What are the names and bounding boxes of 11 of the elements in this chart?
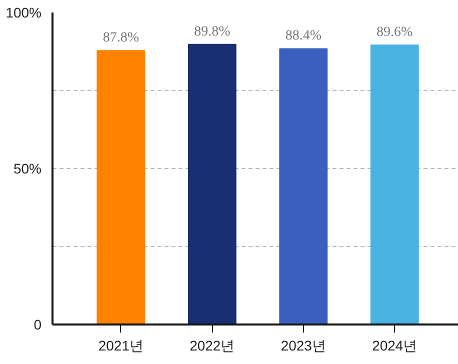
data-label: 87.8% <box>102 30 140 46</box>
y-tick-label: 100% <box>6 4 42 20</box>
y-tick-label: 50% <box>13 160 42 176</box>
x-tick-label: 2022년 <box>190 338 235 354</box>
data-label: 88.4% <box>285 28 322 44</box>
data-label: 89.6% <box>376 24 414 40</box>
x-tick-label: 2023년 <box>280 338 326 354</box>
y-tick-label: 0 <box>34 316 42 332</box>
x-tick-label: 2024년 <box>372 338 418 354</box>
x-tick-label: 2021년 <box>98 338 144 354</box>
data-label: 89.8% <box>194 24 231 40</box>
